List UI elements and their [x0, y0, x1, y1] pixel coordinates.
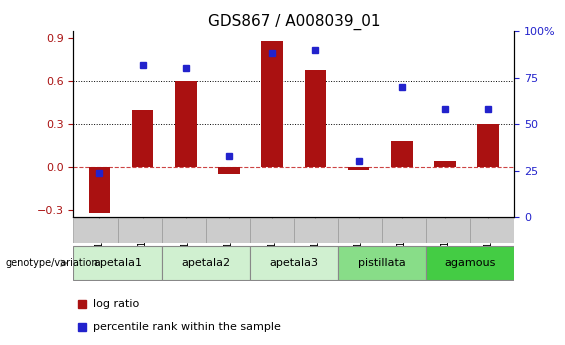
Bar [470, 218, 514, 243]
Title: GDS867 / A008039_01: GDS867 / A008039_01 [207, 13, 380, 30]
Bar [132, 110, 153, 167]
Text: pistillata: pistillata [358, 258, 406, 268]
Bar [118, 218, 162, 243]
Bar [262, 41, 283, 167]
Text: apetala3: apetala3 [270, 258, 318, 268]
Bar [391, 141, 412, 167]
Bar [434, 161, 456, 167]
Bar [338, 218, 382, 243]
Bar [426, 246, 514, 280]
Bar [477, 124, 499, 167]
Bar [426, 218, 470, 243]
Bar [162, 218, 206, 243]
Bar [218, 167, 240, 174]
Bar [382, 218, 426, 243]
Text: log ratio: log ratio [93, 299, 140, 309]
Bar [73, 218, 118, 243]
Bar [250, 246, 338, 280]
Text: agamous: agamous [445, 258, 496, 268]
Bar [206, 218, 250, 243]
Bar [348, 167, 370, 170]
Bar [73, 246, 162, 280]
Text: genotype/variation: genotype/variation [6, 258, 98, 268]
Bar [89, 167, 110, 213]
Bar [294, 218, 338, 243]
Bar [162, 246, 250, 280]
Text: apetala2: apetala2 [181, 258, 230, 268]
Text: apetala1: apetala1 [93, 258, 142, 268]
Bar [175, 81, 197, 167]
Bar [305, 70, 326, 167]
Bar [338, 246, 426, 280]
Text: percentile rank within the sample: percentile rank within the sample [93, 322, 281, 332]
Bar [250, 218, 294, 243]
